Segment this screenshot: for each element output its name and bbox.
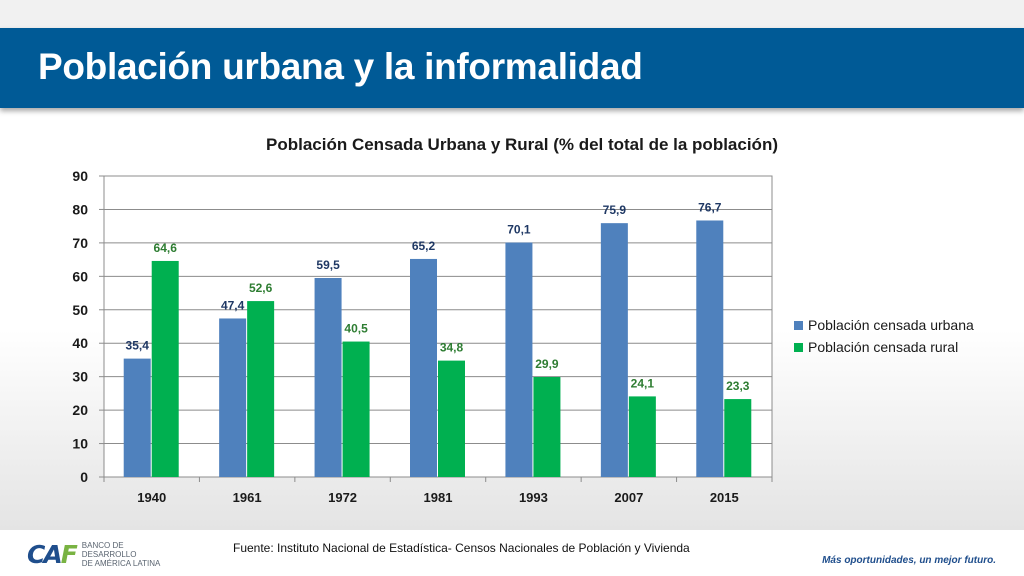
caf-logo: CAF BANCO DE DESARROLLO DE AMÉRICA LATIN… [27, 541, 162, 568]
y-tick-label-30: 30 [72, 369, 88, 385]
legend-label-urbana: Población censada urbana [808, 317, 974, 333]
caf-logo-text: BANCO DE DESARROLLO DE AMÉRICA LATINA [82, 541, 162, 568]
legend-label-rural: Población censada rural [808, 339, 959, 355]
footer-bar [0, 530, 1024, 576]
title-banner: Población urbana y la informalidad [0, 28, 1024, 108]
slide-title: Población urbana y la informalidad [38, 46, 643, 87]
data-label-rural-1981: 34,8 [440, 341, 464, 355]
logo-text-line1: BANCO DE DESARROLLO [81, 541, 137, 559]
data-label-urbana-1981: 65,2 [412, 239, 436, 253]
bar-rural-2015 [724, 399, 752, 477]
y-tick-label-90: 90 [72, 168, 88, 184]
x-tick-label-2007: 2007 [614, 490, 643, 505]
y-tick-label-60: 60 [72, 268, 88, 284]
legend-item-urbana: Población censada urbana [794, 314, 974, 336]
bar-urbana-1993 [505, 242, 533, 477]
logo-text-line2: DE AMÉRICA LATINA [81, 559, 161, 568]
bar-urbana-2007 [600, 223, 628, 477]
x-tick-label-1972: 1972 [328, 490, 357, 505]
caf-logo-mark: CAF [27, 539, 78, 569]
data-label-rural-1972: 40,5 [344, 322, 368, 336]
data-label-rural-2015: 23,3 [726, 379, 750, 393]
tagline: Más oportunidades, un mejor futuro. [822, 555, 996, 566]
data-label-urbana-1993: 70,1 [507, 223, 531, 237]
bar-rural-1993 [533, 377, 561, 477]
y-tick-label-80: 80 [72, 201, 88, 217]
source-note: Fuente: Instituto Nacional de Estadístic… [233, 541, 690, 555]
bar-urbana-1961 [219, 318, 247, 477]
bar-rural-2007 [628, 396, 656, 477]
top-strip [0, 0, 1024, 28]
x-tick-label-2015: 2015 [710, 490, 739, 505]
data-label-rural-1940: 64,6 [154, 241, 178, 255]
x-tick-label-1993: 1993 [519, 490, 548, 505]
bar-rural-1981 [438, 360, 465, 477]
y-tick-label-0: 0 [80, 469, 88, 485]
data-label-rural-1993: 29,9 [535, 357, 559, 371]
legend-swatch-urbana [794, 320, 803, 330]
data-label-rural-2007: 24,1 [631, 376, 655, 390]
y-tick-label-50: 50 [72, 302, 88, 318]
data-label-urbana-1940: 35,4 [126, 339, 150, 353]
bar-urbana-1972 [314, 278, 342, 477]
bar-rural-1972 [342, 341, 370, 477]
y-tick-label-10: 10 [72, 436, 88, 452]
chart-legend: Población censada urbana Población censa… [794, 314, 974, 358]
data-label-urbana-2015: 76,7 [698, 200, 722, 214]
bar-urbana-1940 [123, 358, 151, 477]
y-tick-label-70: 70 [72, 235, 88, 251]
data-label-urbana-1961: 47,4 [221, 298, 245, 312]
bar-urbana-2015 [696, 220, 724, 477]
legend-item-rural: Población censada rural [794, 336, 974, 358]
x-tick-label-1981: 1981 [424, 490, 453, 505]
y-tick-label-20: 20 [72, 402, 88, 418]
x-tick-label-1940: 1940 [137, 490, 166, 505]
data-label-urbana-2007: 75,9 [603, 203, 627, 217]
y-tick-label-40: 40 [72, 335, 88, 351]
data-label-urbana-1972: 59,5 [316, 258, 340, 272]
data-label-rural-1961: 52,6 [249, 281, 273, 295]
bar-urbana-1981 [410, 258, 437, 477]
legend-swatch-rural [794, 342, 803, 352]
x-tick-label-1961: 1961 [233, 490, 262, 505]
chart-title: Población Censada Urbana y Rural (% del … [266, 135, 778, 154]
bar-rural-1961 [247, 301, 275, 477]
bar-rural-1940 [151, 260, 179, 477]
